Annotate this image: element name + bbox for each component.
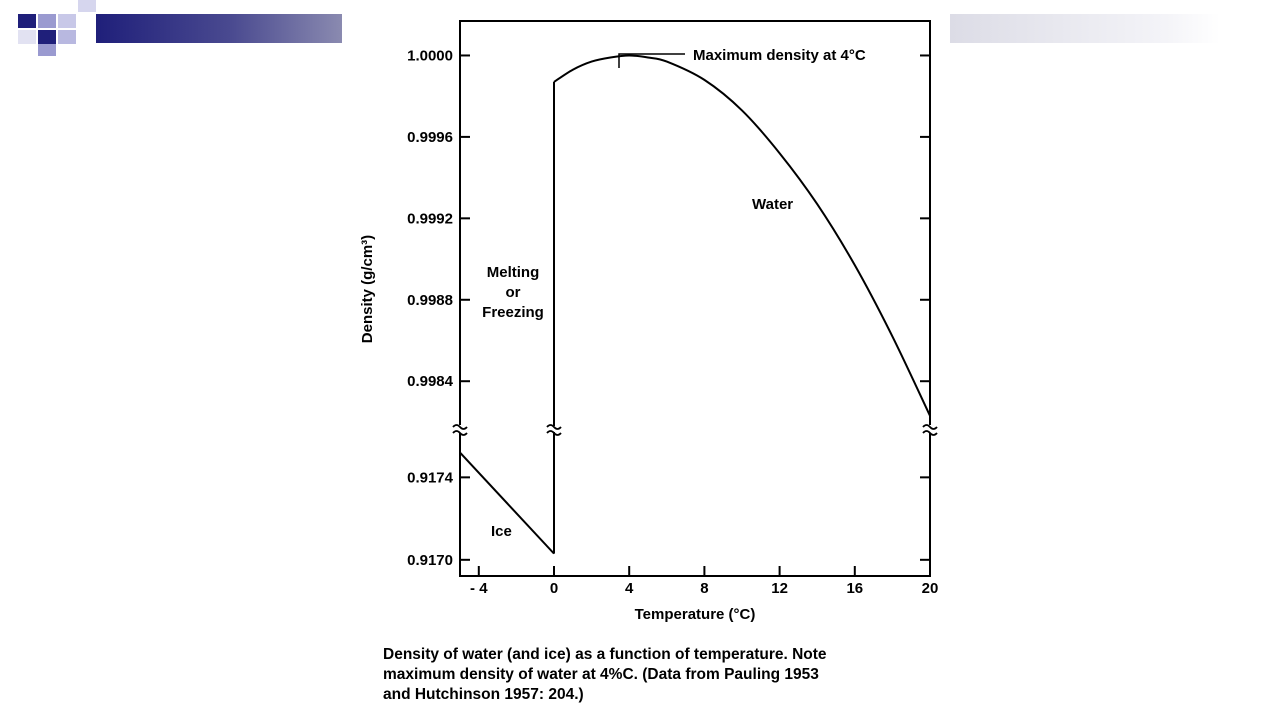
x-tick-label: 12 xyxy=(771,580,788,597)
x-tick-label: 20 xyxy=(922,580,939,597)
water-label: Water xyxy=(752,196,793,213)
corner-square-7 xyxy=(58,30,76,44)
plot-frame xyxy=(459,20,931,577)
corner-square-3 xyxy=(58,14,76,28)
caption-line-1: Density of water (and ice) as a function… xyxy=(383,646,827,663)
or-label: or xyxy=(506,284,521,301)
y-tick-label: 0.9992 xyxy=(407,210,453,227)
axis-break-squiggle xyxy=(922,424,938,430)
x-tick-label: 0 xyxy=(550,580,558,597)
x-tick-label: 4 xyxy=(625,580,634,597)
series-lines xyxy=(459,54,931,555)
x-tick-label: 16 xyxy=(846,580,863,597)
y-axis-ticks: 1.0000 0.9996 0.9992 0.9988 0.9984 0.9174 0.91… xyxy=(407,47,930,569)
y-axis-label: Density (g/cm³) xyxy=(359,235,376,343)
corner-square-5 xyxy=(18,30,36,44)
max-density-label: Maximum density at 4°C xyxy=(693,47,866,64)
figure-caption: Density of water (and ice) as a function… xyxy=(383,645,943,705)
corner-square-4 xyxy=(78,0,96,12)
axis-break-squiggle xyxy=(546,424,562,430)
y-tick-label: 0.9996 xyxy=(407,129,453,146)
x-tick-label: - 4 xyxy=(470,580,488,597)
corner-square-8 xyxy=(38,44,56,56)
top-gradient-bar-left xyxy=(96,14,342,43)
corner-square-2 xyxy=(38,14,56,28)
freezing-label: Freezing xyxy=(482,304,544,321)
x-axis-ticks: - 4 0 4 8 12 16 20 xyxy=(470,566,938,597)
y-tick-label: 0.9174 xyxy=(407,469,454,486)
max-density-leader xyxy=(618,53,685,68)
caption-line-2: maximum density of water at 4%C. (Data f… xyxy=(383,666,819,683)
caption-line-3: and Hutchinson 1957: 204.) xyxy=(383,686,584,703)
slide-corner-squares xyxy=(0,0,100,60)
ice-label: Ice xyxy=(491,523,512,540)
axis-break-squiggle xyxy=(922,430,938,436)
melting-label: Melting xyxy=(487,264,540,281)
ice-series-line xyxy=(459,451,555,555)
y-tick-label: 1.0000 xyxy=(407,47,453,64)
axis-break-squiggle xyxy=(452,430,468,436)
y-tick-label: 0.9988 xyxy=(407,292,453,309)
corner-square-1 xyxy=(18,14,36,28)
axis-break-gap xyxy=(452,425,468,433)
x-tick-label: 8 xyxy=(700,580,708,597)
top-gradient-bar-right xyxy=(950,14,1220,43)
axis-break-gap xyxy=(922,425,938,433)
x-axis-label: Temperature (°C) xyxy=(635,606,756,623)
y-tick-label: 0.9170 xyxy=(407,552,453,569)
corner-square-6 xyxy=(38,30,56,44)
axis-break-gap xyxy=(546,425,562,433)
axis-break-squiggle xyxy=(452,424,468,430)
axis-break-marks xyxy=(452,424,938,436)
y-tick-label: 0.9984 xyxy=(407,373,454,390)
water-series-line xyxy=(553,54,931,417)
